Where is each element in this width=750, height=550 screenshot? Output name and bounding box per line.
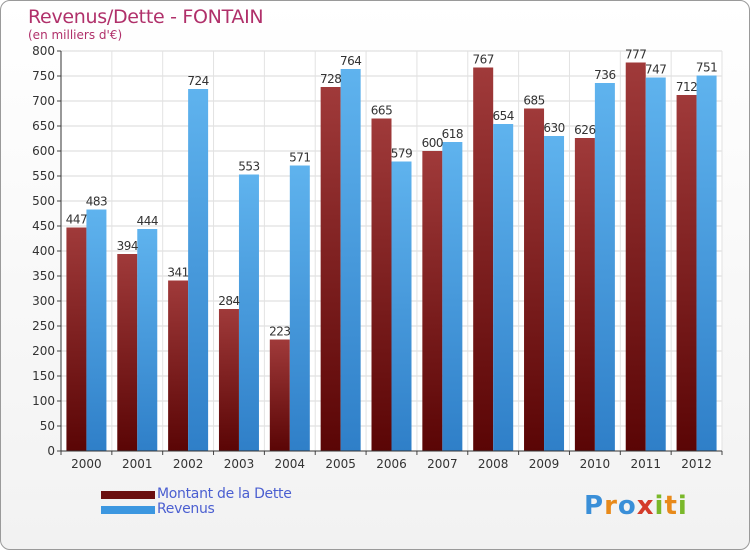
data-label-dette: 600 — [422, 136, 443, 150]
data-label-dette: 626 — [574, 123, 595, 137]
x-tick-label: 2005 — [325, 457, 356, 471]
y-tick-label: 50 — [40, 419, 55, 433]
bar-dette — [625, 62, 646, 451]
data-label-dette: 767 — [472, 53, 493, 67]
bar-dette — [117, 254, 138, 451]
x-tick-label: 2007 — [427, 457, 458, 471]
bar-dette — [371, 118, 392, 451]
logo-letter: i — [677, 491, 688, 521]
x-tick-label: 2002 — [173, 457, 204, 471]
bar-revenus — [544, 136, 565, 451]
bar-dette — [473, 67, 494, 451]
y-tick-label: 450 — [32, 219, 55, 233]
logo-letter: r — [604, 491, 618, 521]
logo-letter: i — [654, 491, 665, 521]
x-tick-label: 2011 — [630, 457, 661, 471]
y-tick-label: 700 — [32, 94, 55, 108]
data-label-dette: 728 — [320, 72, 341, 86]
bar-dette — [269, 339, 290, 451]
data-label-revenus: 630 — [543, 121, 564, 135]
x-tick-label: 2012 — [681, 457, 712, 471]
data-label-dette: 665 — [371, 104, 392, 118]
data-label-revenus: 579 — [391, 147, 412, 161]
data-label-revenus: 654 — [492, 109, 513, 123]
x-tick-label: 2001 — [122, 457, 153, 471]
legend-label-dette: Montant de la Dette — [157, 486, 292, 502]
data-label-dette: 223 — [269, 325, 290, 339]
y-tick-label: 650 — [32, 119, 55, 133]
data-label-revenus: 764 — [340, 54, 361, 68]
bar-revenus — [188, 89, 209, 451]
y-tick-label: 750 — [32, 69, 55, 83]
bar-revenus — [340, 69, 361, 451]
legend-swatch-dette — [101, 491, 155, 499]
data-label-dette: 284 — [218, 294, 239, 308]
y-tick-label: 800 — [32, 44, 55, 58]
data-label-dette: 712 — [676, 80, 697, 94]
data-label-dette: 341 — [167, 266, 188, 280]
data-label-revenus: 444 — [137, 214, 158, 228]
bar-revenus — [594, 83, 615, 451]
bar-dette — [66, 227, 87, 451]
y-tick-label: 250 — [32, 319, 55, 333]
y-tick-label: 100 — [32, 394, 55, 408]
data-label-revenus: 571 — [289, 151, 310, 165]
bar-dette — [422, 151, 443, 451]
bar-dette — [168, 280, 189, 451]
x-tick-label: 2006 — [376, 457, 407, 471]
logo-letter: P — [584, 491, 605, 521]
bar-dette — [676, 95, 697, 451]
data-label-revenus: 618 — [442, 127, 463, 141]
data-label-revenus: 751 — [696, 61, 717, 75]
data-label-revenus: 724 — [187, 74, 208, 88]
y-tick-label: 600 — [32, 144, 55, 158]
bar-dette — [524, 108, 545, 451]
data-label-dette: 447 — [66, 213, 87, 227]
x-tick-label: 2010 — [580, 457, 611, 471]
y-tick-label: 0 — [47, 444, 55, 458]
data-label-dette: 394 — [117, 239, 138, 253]
x-tick-label: 2003 — [224, 457, 255, 471]
bar-revenus — [696, 75, 717, 451]
logo-letter: t — [664, 491, 678, 521]
y-tick-label: 350 — [32, 269, 55, 283]
legend-swatch-revenus — [101, 506, 155, 514]
x-tick-label: 2000 — [71, 457, 102, 471]
proxiti-logo: Proxiti — [584, 491, 688, 521]
y-tick-label: 550 — [32, 169, 55, 183]
y-tick-label: 150 — [32, 369, 55, 383]
bar-dette — [574, 138, 595, 451]
logo-letter: x — [636, 491, 655, 521]
bar-revenus — [391, 161, 412, 451]
bar-revenus — [86, 209, 107, 451]
y-tick-label: 500 — [32, 194, 55, 208]
data-label-dette: 685 — [523, 94, 544, 108]
bar-revenus — [645, 77, 666, 451]
y-tick-label: 400 — [32, 244, 55, 258]
bar-revenus — [442, 142, 463, 451]
data-label-revenus: 747 — [645, 63, 666, 77]
x-tick-label: 2009 — [529, 457, 560, 471]
bar-revenus — [289, 165, 310, 451]
bar-revenus — [238, 174, 259, 451]
data-label-revenus: 483 — [86, 195, 107, 209]
bar-dette — [320, 87, 341, 451]
data-label-dette: 777 — [625, 48, 646, 62]
data-label-revenus: 736 — [594, 68, 615, 82]
logo-letter: o — [617, 491, 637, 521]
chart-subtitle: (en milliers d'€) — [28, 28, 123, 42]
chart-title: Revenus/Dette - FONTAIN — [28, 6, 264, 28]
bar-revenus — [137, 229, 158, 451]
x-tick-label: 2008 — [478, 457, 509, 471]
legend-label-revenus: Revenus — [157, 501, 215, 517]
bar-dette — [218, 309, 239, 451]
x-tick-label: 2004 — [275, 457, 306, 471]
bar-revenus — [493, 124, 514, 451]
y-tick-label: 300 — [32, 294, 55, 308]
y-tick-label: 200 — [32, 344, 55, 358]
data-label-revenus: 553 — [238, 160, 259, 174]
